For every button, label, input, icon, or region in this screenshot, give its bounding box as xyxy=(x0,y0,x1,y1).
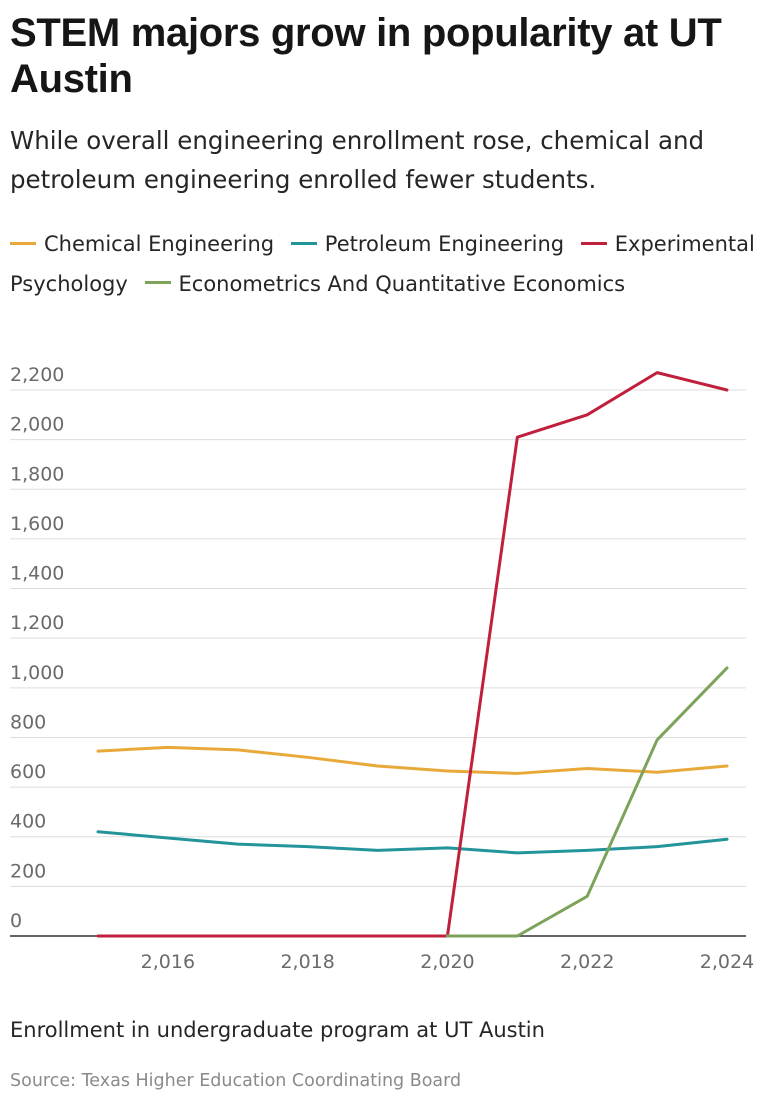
gridlines xyxy=(10,389,746,937)
legend-item-chemical-engineering: Chemical Engineering xyxy=(10,232,274,256)
series-line-2 xyxy=(96,371,729,938)
legend-item-petroleum-engineering: Petroleum Engineering xyxy=(290,232,565,256)
y-tick-label: 1,200 xyxy=(10,612,64,634)
y-tick-label: 2,200 xyxy=(10,364,64,386)
legend-swatch xyxy=(290,241,317,245)
x-tick-label: 2,020 xyxy=(420,951,474,973)
y-tick-label: 200 xyxy=(10,860,46,882)
y-tick-label: 600 xyxy=(10,761,46,783)
legend-item-experimental-psychology: Experimental Psychology xyxy=(10,232,755,296)
legend-label: Chemical Engineering xyxy=(44,232,275,256)
x-axis-ticks: 2,016 2,018 2,020 2,022 2,024 xyxy=(141,951,755,973)
chart-caption: Enrollment in undergraduate program at U… xyxy=(10,1018,545,1042)
x-tick-label: 2,024 xyxy=(700,951,754,973)
legend-label: Petroleum Engineering xyxy=(324,232,565,256)
legend-label: Econometrics And Quantitative Economics xyxy=(178,271,626,296)
chart-subtitle: While overall engineering enrollment ros… xyxy=(10,126,705,194)
y-tick-label: 2,000 xyxy=(10,414,64,436)
y-tick-label: 1,400 xyxy=(10,563,64,585)
legend-swatch xyxy=(580,241,607,245)
line-chart: 0 200 400 600 800 1,000 1,200 1,400 1,600 1,800 2,… xyxy=(10,364,755,973)
y-tick-label: 1,800 xyxy=(10,463,64,485)
y-tick-label: 1,600 xyxy=(10,513,64,535)
series-line-1 xyxy=(96,830,729,855)
legend-swatch xyxy=(10,241,36,245)
chart-source: Source: Texas Higher Education Coordinat… xyxy=(10,1071,462,1091)
series-line-0 xyxy=(96,745,729,775)
y-axis-ticks: 0 200 400 600 800 1,000 1,200 1,400 1,600 1,800 2,… xyxy=(10,364,64,932)
series-lines xyxy=(96,371,729,938)
y-tick-label: 400 xyxy=(10,811,46,833)
legend-swatch xyxy=(144,281,171,284)
x-tick-label: 2,022 xyxy=(560,951,614,973)
legend-item-econometrics: Econometrics And Quantitative Economics xyxy=(144,271,626,296)
y-tick-label: 800 xyxy=(10,711,46,733)
series-line-3 xyxy=(445,666,729,938)
legend-label: Experimental Psychology xyxy=(10,232,755,296)
x-tick-label: 2,018 xyxy=(280,951,334,973)
chart-legend: Chemical Engineering Petroleum Engineeri… xyxy=(10,225,758,304)
y-tick-label: 1,000 xyxy=(10,662,64,684)
chart-title: STEM majors grow in popularity at UT Aus… xyxy=(10,11,722,101)
y-tick-label: 0 xyxy=(10,910,22,932)
x-tick-label: 2,016 xyxy=(141,951,195,973)
